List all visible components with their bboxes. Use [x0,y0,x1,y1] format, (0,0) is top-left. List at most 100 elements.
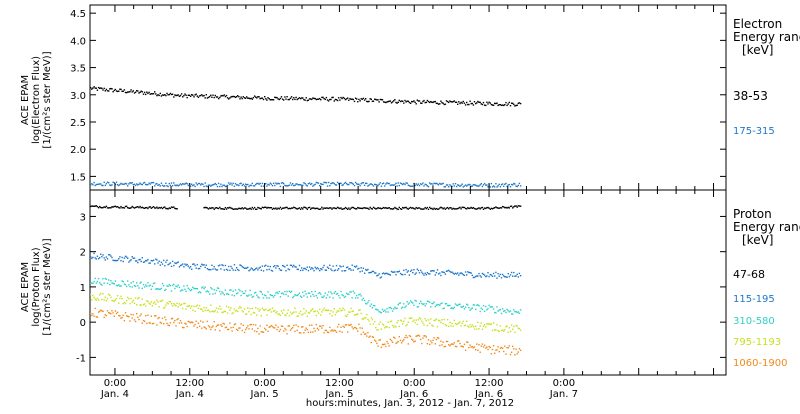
proton-point [157,288,159,290]
proton-point [477,275,479,277]
proton-point [194,323,196,326]
electron-point [298,184,301,186]
proton-point [394,271,396,273]
proton-point [341,208,343,210]
electron-point [221,94,223,97]
proton-point [311,290,313,293]
proton-point [257,308,259,310]
proton-point [385,311,387,313]
electron-point [97,86,100,89]
electron-point [378,183,380,185]
proton-point [349,267,351,270]
proton-point [214,292,216,295]
proton-point [345,324,348,326]
proton-point [229,206,231,209]
electron-point [299,97,302,100]
electron-point [404,99,406,102]
proton-point [211,326,213,328]
proton-point [424,305,426,307]
proton-point [214,310,216,312]
proton-point [366,303,368,305]
proton-point [286,264,288,266]
proton-point [377,207,379,209]
proton-point [163,206,165,209]
proton-point [136,304,138,306]
electron-point [485,184,487,186]
proton-point [382,343,385,346]
proton-point [371,318,374,321]
proton-point [403,303,405,305]
proton-point [97,207,100,209]
proton-point [161,282,164,285]
proton-point [313,327,315,330]
proton-point [397,320,399,322]
electron-point [165,94,167,97]
proton-point [219,264,221,266]
proton-point [469,207,471,209]
proton-point [423,208,425,210]
proton-point [505,311,507,314]
electron-point [312,185,314,187]
proton-point [480,207,482,209]
proton-point [426,324,429,327]
proton-point [204,266,206,269]
electron-point [441,183,443,185]
electron-point [120,182,122,185]
electron-point [315,98,317,101]
electron-point [142,182,145,184]
proton-point [169,285,172,287]
proton-point [253,312,256,314]
proton-point [146,260,148,262]
proton-point [338,207,340,209]
proton-point [516,273,518,275]
proton-point [184,322,186,325]
electron-ylabel-line2: log(Electron Flux) [31,56,42,144]
proton-point [505,353,507,355]
electron-point [105,88,108,91]
electron-point [363,184,366,186]
proton-point [92,205,94,207]
proton-ytick-label: -1 [76,353,86,364]
electron-point [271,185,274,187]
proton-point [183,302,185,305]
electron-point [211,184,213,186]
electron-point [127,91,129,93]
proton-point [215,207,218,209]
proton-ytick-label: 0 [80,318,86,329]
proton-point [133,302,136,304]
electron-point [185,182,187,184]
proton-point [290,327,293,330]
electron-point [348,183,350,186]
electron-point [347,183,349,186]
proton-point [269,265,271,268]
proton-point [285,270,287,272]
proton-point [206,268,209,270]
proton-point [477,207,479,210]
proton-point [124,302,127,305]
electron-point [163,94,165,96]
proton-point [366,207,368,209]
proton-point [479,325,481,327]
proton-point [122,314,124,316]
electron-point [424,183,426,185]
electron-point [109,88,111,90]
proton-point [182,289,184,291]
proton-point [460,208,462,210]
proton-point [280,325,283,327]
proton-point [213,208,215,210]
proton-point [112,206,114,208]
electron-point [518,102,521,104]
proton-point [251,328,253,330]
electron-point [281,182,284,184]
proton-point [265,264,267,266]
proton-ylabel-line2: log(Proton Flux) [31,247,42,326]
electron-point [271,99,274,101]
electron-point [480,103,482,105]
proton-point [209,293,211,295]
proton-point [320,268,322,270]
electron-point [351,98,353,100]
proton-point [315,268,317,270]
proton-point [388,307,390,309]
proton-point [102,254,104,256]
electron-point [184,183,186,185]
